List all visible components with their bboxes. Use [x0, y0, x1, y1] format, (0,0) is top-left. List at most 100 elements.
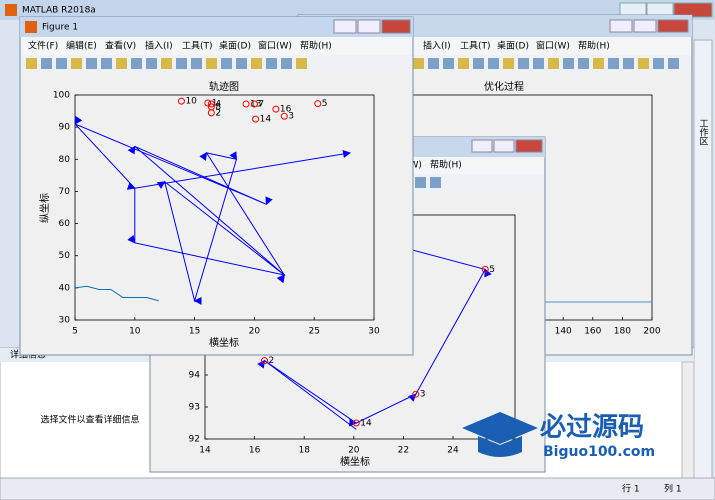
point [250, 100, 258, 108]
point [204, 99, 212, 107]
y-tick-label: 80 [59, 155, 71, 165]
toolbar-button[interactable] [518, 58, 529, 69]
menu-item[interactable]: 窗口(W) [258, 40, 292, 52]
point [207, 100, 215, 108]
toolbar-button[interactable] [608, 58, 619, 69]
toolbar-button[interactable] [56, 58, 67, 69]
close[interactable] [515, 139, 543, 153]
toolbar-button[interactable] [176, 58, 187, 69]
toolbar-button[interactable] [473, 58, 484, 69]
toolbar-button[interactable] [41, 58, 52, 69]
point [177, 97, 185, 105]
toolbar-button[interactable] [413, 58, 424, 69]
menu-item[interactable]: 编辑(E) [66, 40, 97, 52]
toolbar-button[interactable] [623, 58, 634, 69]
toolbar-button[interactable] [281, 58, 292, 69]
toolbar-button[interactable] [236, 58, 247, 69]
figure1-menu-bar [21, 37, 412, 55]
menu-item[interactable]: 帮助(H) [430, 159, 462, 171]
minimize[interactable] [333, 19, 357, 34]
x-tick-label: 22 [398, 446, 409, 456]
y-tick-label: 90 [59, 123, 71, 133]
watermark-brand: 必过源码 [540, 413, 644, 443]
maximize[interactable] [633, 19, 657, 33]
minimize[interactable] [471, 139, 493, 153]
y-tick-label: 100 [53, 91, 70, 101]
toolbar-button[interactable] [146, 58, 157, 69]
toolbar-button[interactable] [161, 58, 172, 69]
toolbar-button[interactable] [548, 58, 559, 69]
toolbar-button[interactable] [458, 58, 469, 69]
status-row: 行 1 [622, 483, 640, 495]
toolbar-button[interactable] [443, 58, 454, 69]
maximize[interactable] [493, 139, 515, 153]
maximize[interactable] [357, 19, 381, 34]
toolbar-button[interactable] [668, 58, 679, 69]
point [252, 115, 260, 123]
detail-message: 选择文件以查看详细信息 [40, 414, 139, 426]
point-label: 3 [288, 112, 294, 122]
toolbar-button[interactable] [428, 58, 439, 69]
toolbar-button[interactable] [503, 58, 514, 69]
toolbar-button[interactable] [488, 58, 499, 69]
figure-icon [25, 21, 37, 33]
toolbar-button[interactable] [251, 58, 262, 69]
toolbar-button[interactable] [86, 58, 97, 69]
toolbar-button[interactable] [116, 58, 127, 69]
menu-item[interactable]: 桌面(D) [219, 40, 251, 52]
y-axis-label: 纵坐标 [39, 193, 51, 223]
menu-item[interactable]: 工具(T) [182, 41, 213, 52]
point [412, 390, 420, 398]
toolbar-button[interactable] [131, 58, 142, 69]
toolbar-button[interactable] [221, 58, 232, 69]
scrollbar[interactable] [681, 361, 695, 479]
x-tick-label: 160 [584, 327, 601, 337]
toolbar-button[interactable] [206, 58, 217, 69]
figure1-window-title: Figure 1 [42, 23, 78, 33]
toolbar-button[interactable] [593, 58, 604, 69]
status-col: 列 1 [664, 483, 682, 495]
point [207, 109, 215, 117]
toolbar-button[interactable] [430, 177, 441, 188]
close[interactable] [673, 2, 713, 18]
point-label: 7 [258, 100, 264, 110]
menu-item[interactable]: 桌面(D) [497, 40, 529, 52]
route [257, 225, 492, 430]
toolbar-button[interactable] [653, 58, 664, 69]
app-title: MATLAB R2018a [22, 6, 96, 16]
menu-item[interactable]: 窗口(W) [536, 40, 570, 52]
menu-item[interactable]: 帮助(H) [300, 40, 332, 52]
toolbar-button[interactable] [578, 58, 589, 69]
toolbar-button[interactable] [191, 58, 202, 69]
toolbar-button[interactable] [101, 58, 112, 69]
y-tick-label: 60 [59, 219, 71, 229]
x-tick-label: 10 [129, 327, 141, 337]
x-tick-label: 140 [555, 327, 572, 337]
toolbar-button[interactable] [533, 58, 544, 69]
toolbar-button[interactable] [26, 58, 37, 69]
point-label: 2 [215, 108, 221, 118]
menu-item[interactable]: 工具(T) [460, 41, 491, 52]
menu-item[interactable]: 文件(F) [28, 40, 58, 52]
toolbar-button[interactable] [415, 177, 426, 188]
menu-item[interactable]: 插入(I) [145, 40, 173, 52]
point [314, 100, 322, 108]
y-tick-label: 93 [189, 403, 200, 413]
toolbar-button[interactable] [296, 58, 307, 69]
figure2-title: 优化过程 [484, 80, 524, 93]
menu-item[interactable]: 插入(I) [423, 40, 451, 52]
menu-item[interactable]: 查看(V) [105, 40, 136, 52]
toolbar-button[interactable] [71, 58, 82, 69]
app-icon [5, 4, 17, 16]
toolbar-button[interactable] [563, 58, 574, 69]
toolbar-button[interactable] [266, 58, 277, 69]
workspace-tab[interactable]: 工作区 [698, 119, 709, 146]
toolbar-button[interactable] [638, 58, 649, 69]
close[interactable] [381, 19, 411, 34]
minimize[interactable] [609, 19, 633, 33]
x-tick-label: 25 [308, 327, 319, 337]
close[interactable] [657, 19, 689, 33]
menu-item[interactable]: 帮助(H) [578, 40, 610, 52]
point [261, 357, 269, 365]
